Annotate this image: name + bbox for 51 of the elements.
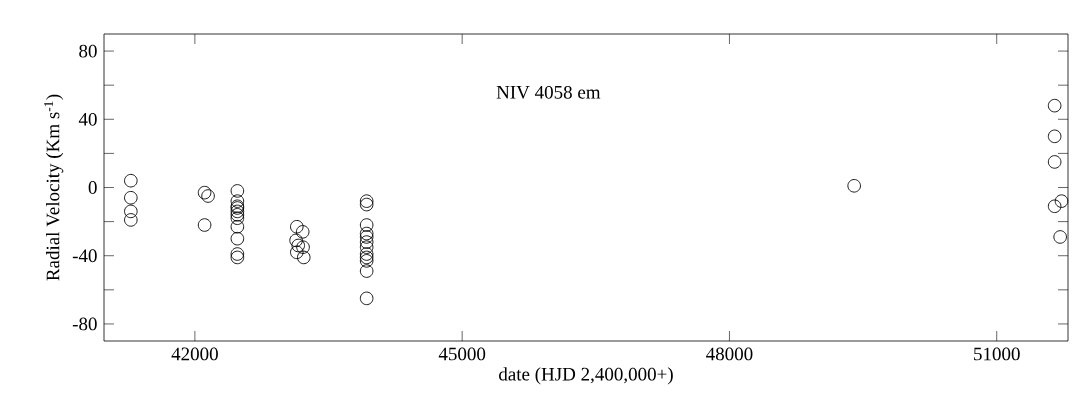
point: [230, 219, 245, 234]
point: [124, 173, 138, 188]
point: [290, 219, 304, 234]
point: [359, 291, 374, 306]
point: [230, 184, 245, 198]
point: [359, 254, 374, 268]
point: [297, 250, 311, 265]
point: [847, 179, 861, 193]
point: [201, 189, 215, 203]
point: [1054, 194, 1069, 208]
point: [359, 264, 374, 278]
annotation: NIV 4058 em: [496, 85, 601, 99]
point: [295, 225, 310, 239]
point: [197, 185, 212, 200]
y-tick-label: 0: [88, 181, 97, 194]
point: [1047, 155, 1062, 169]
point: [290, 245, 304, 260]
point: [1047, 199, 1062, 214]
point: [1053, 230, 1067, 244]
point: [359, 226, 374, 241]
point: [1047, 129, 1062, 144]
point: [359, 194, 374, 208]
y-axis-title: Radial Velocity (Km s$^{-1}$): [44, 94, 64, 281]
point: [197, 218, 212, 232]
x-axis-title: date (HJD 2,400,000+): [499, 367, 673, 385]
point: [124, 204, 138, 219]
point: [230, 247, 245, 261]
x-tick-label: 42000: [171, 347, 218, 361]
y-tick-label: 40: [78, 112, 97, 126]
point: [359, 230, 374, 244]
point: [359, 240, 374, 254]
point: [359, 218, 374, 232]
point: [296, 240, 310, 254]
point: [230, 250, 245, 265]
point: [359, 235, 374, 249]
y-tick-label: -40: [72, 249, 97, 263]
point: [1047, 98, 1062, 113]
point: [289, 233, 303, 248]
point: [230, 194, 245, 208]
x-tick-label: 51000: [974, 347, 1020, 361]
x-tick-label: 48000: [706, 347, 753, 361]
x-tick-label: 45000: [438, 347, 486, 361]
point: [124, 190, 138, 205]
point: [124, 213, 138, 227]
point: [230, 231, 245, 246]
point: [359, 250, 374, 265]
point: [359, 197, 374, 212]
point: [291, 238, 305, 253]
y-tick-label: -80: [72, 317, 97, 331]
point: [359, 247, 374, 261]
y-tick-label: 80: [79, 44, 97, 58]
